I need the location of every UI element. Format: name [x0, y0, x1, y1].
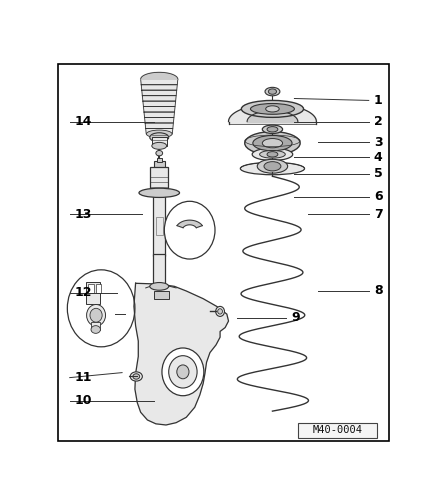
Text: 3: 3 [374, 136, 382, 149]
Text: 10: 10 [75, 394, 92, 407]
Ellipse shape [240, 162, 304, 174]
Ellipse shape [259, 150, 285, 158]
Bar [154, 291, 169, 300]
Text: 14: 14 [75, 115, 92, 128]
Polygon shape [143, 101, 176, 106]
Text: 7: 7 [374, 208, 382, 220]
FancyBboxPatch shape [298, 422, 377, 438]
Ellipse shape [269, 89, 276, 94]
Bar [88, 284, 94, 293]
Ellipse shape [265, 88, 280, 96]
Ellipse shape [150, 282, 169, 290]
Ellipse shape [139, 188, 180, 198]
Bar [156, 216, 164, 235]
Polygon shape [141, 84, 177, 90]
Ellipse shape [130, 372, 142, 381]
Polygon shape [141, 79, 178, 84]
Bar [150, 166, 168, 192]
Ellipse shape [156, 150, 163, 156]
Bar [153, 191, 165, 256]
Polygon shape [142, 96, 176, 101]
Ellipse shape [152, 142, 167, 150]
Ellipse shape [218, 308, 222, 314]
Text: 9: 9 [291, 312, 300, 324]
Ellipse shape [87, 304, 106, 326]
Polygon shape [134, 284, 228, 425]
Ellipse shape [90, 308, 102, 322]
Text: 11: 11 [75, 371, 92, 384]
Polygon shape [177, 220, 202, 228]
Bar [91, 322, 100, 330]
Bar [153, 254, 165, 285]
Circle shape [164, 202, 215, 259]
Ellipse shape [91, 326, 100, 334]
Ellipse shape [169, 356, 197, 388]
Ellipse shape [177, 365, 189, 379]
Ellipse shape [252, 148, 293, 160]
Ellipse shape [242, 100, 303, 117]
Text: 12: 12 [75, 286, 92, 300]
Ellipse shape [162, 348, 204, 396]
Polygon shape [146, 128, 173, 134]
Text: 2: 2 [374, 115, 382, 128]
Ellipse shape [264, 162, 281, 171]
Text: 13: 13 [75, 208, 92, 220]
Text: 4: 4 [374, 150, 382, 164]
Ellipse shape [150, 133, 169, 142]
Polygon shape [145, 123, 174, 128]
Circle shape [67, 270, 135, 347]
Polygon shape [143, 106, 175, 112]
Ellipse shape [257, 160, 288, 173]
Ellipse shape [245, 132, 300, 154]
Bar [152, 136, 167, 146]
Text: 6: 6 [374, 190, 382, 203]
Ellipse shape [216, 306, 225, 316]
Polygon shape [142, 90, 177, 96]
Bar [154, 161, 165, 168]
Ellipse shape [267, 126, 278, 132]
Ellipse shape [267, 152, 278, 157]
Ellipse shape [133, 374, 140, 379]
Text: M40-0004: M40-0004 [313, 426, 362, 436]
Ellipse shape [250, 104, 294, 115]
Polygon shape [145, 118, 174, 123]
Ellipse shape [262, 138, 283, 148]
Ellipse shape [266, 106, 279, 112]
Bar [86, 282, 100, 304]
Text: 1: 1 [374, 94, 382, 107]
Bar [96, 284, 101, 293]
Text: 5: 5 [374, 167, 382, 180]
Bar [157, 158, 162, 162]
Polygon shape [144, 112, 174, 117]
Polygon shape [141, 72, 178, 79]
Ellipse shape [146, 130, 172, 138]
Ellipse shape [262, 125, 283, 134]
Text: 8: 8 [374, 284, 382, 298]
Ellipse shape [253, 136, 292, 151]
